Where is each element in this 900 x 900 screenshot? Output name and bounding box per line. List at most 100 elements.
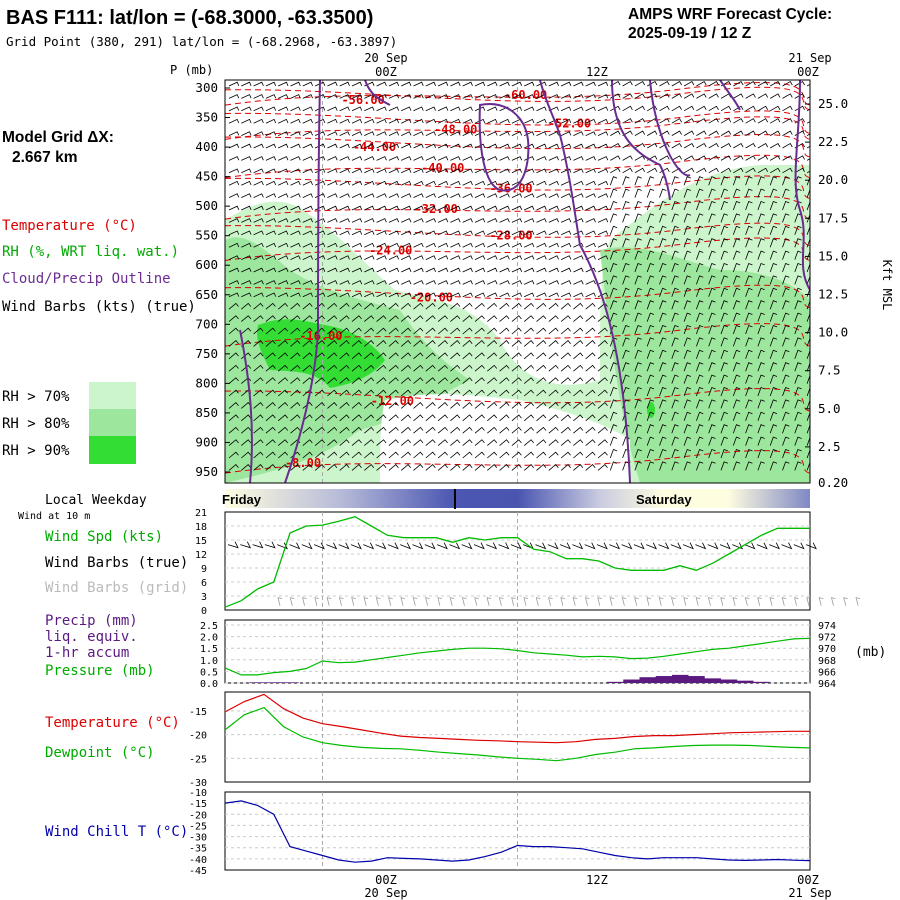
wind-barb <box>413 352 424 360</box>
wind-barb <box>511 389 522 397</box>
wind-barb <box>646 213 655 223</box>
wind-barb <box>474 352 485 360</box>
wind-barb <box>302 180 313 186</box>
wind-barb <box>413 168 424 174</box>
wind-barb <box>634 213 642 223</box>
wind-barb <box>499 327 510 335</box>
wind-barb <box>302 414 313 422</box>
windchill-tick-label: -15 <box>189 799 207 810</box>
wind-barb <box>376 377 387 384</box>
wind-barb <box>573 81 584 87</box>
wind-barb <box>732 250 741 260</box>
wind-barb <box>339 302 350 310</box>
wind-barb <box>450 218 461 223</box>
wind-barb <box>253 439 264 446</box>
wind-barb <box>597 389 608 397</box>
wind-barb <box>437 267 449 273</box>
wind-barb <box>462 389 473 397</box>
wind-barb <box>425 218 436 223</box>
wind-barb <box>511 131 523 136</box>
wind-barb <box>671 275 679 285</box>
wind-barb <box>720 118 732 124</box>
wind-barb-field <box>228 80 810 471</box>
wind-barb <box>241 106 252 112</box>
wind-barb <box>511 280 523 285</box>
wind-barb <box>745 324 753 335</box>
wind-barb <box>351 402 362 409</box>
wind-barb <box>696 225 704 235</box>
wind-barb <box>560 414 571 422</box>
wind-barb <box>523 302 535 310</box>
wind-barb <box>388 131 400 136</box>
wind-barb <box>499 168 510 174</box>
wind-barb <box>487 389 498 397</box>
wind-barb <box>536 464 547 471</box>
wind-barb <box>425 168 436 174</box>
wind-barb <box>646 349 655 359</box>
surface-wind-barb-true <box>277 542 289 550</box>
wind-barb <box>376 315 387 322</box>
wind-barb <box>573 340 584 347</box>
wind-barb <box>560 267 572 273</box>
wind-barb <box>302 280 313 285</box>
wind-barb <box>278 180 289 186</box>
wind-barb <box>696 312 704 322</box>
wind-barb <box>474 389 485 397</box>
wind-barb <box>609 362 618 372</box>
wind-barb <box>364 340 375 347</box>
precip-bar <box>282 682 299 683</box>
wind-barb <box>327 414 338 422</box>
wind-barb <box>560 302 571 310</box>
wind-barb <box>425 230 436 236</box>
wind-barb <box>228 280 240 285</box>
wind-barb <box>548 267 559 273</box>
wind-barb <box>499 267 510 273</box>
surface-wind-barb-true <box>732 542 744 550</box>
bottom-date-1: 20 Sep <box>364 886 407 900</box>
height-tick-label: 10.0 <box>818 325 848 340</box>
wind-barb <box>413 218 424 223</box>
wind-barb <box>634 275 642 285</box>
wind-barb <box>400 302 412 310</box>
wind-barb <box>437 143 449 149</box>
wind-barb <box>806 312 810 322</box>
wind-barb <box>327 280 338 285</box>
label-precip-accum: 1-hr accum <box>45 645 129 661</box>
wind-barb <box>671 130 682 136</box>
wind-barb <box>253 340 264 347</box>
wind-barb <box>523 426 535 434</box>
wind-barb <box>536 131 547 136</box>
wind-barb <box>782 142 793 149</box>
wind-barb <box>573 94 584 99</box>
wind-barb <box>241 451 252 459</box>
wind-barb <box>376 81 387 87</box>
wind-barb <box>782 200 790 211</box>
wind-barb <box>450 242 461 248</box>
wind-barb <box>339 377 350 384</box>
wind-barb <box>253 205 264 211</box>
wind-barb <box>351 352 362 360</box>
wind-barb <box>474 255 486 260</box>
wind-barb <box>732 275 741 285</box>
temperature-contour-label: -44.00 <box>353 140 396 154</box>
wind-barb <box>683 93 695 99</box>
wind-barb <box>302 426 313 434</box>
wind-barb <box>413 377 424 384</box>
surface-wind-barb-true <box>547 542 559 550</box>
wind-barb <box>696 411 704 421</box>
wind-barb <box>474 180 486 186</box>
wind-barb <box>659 142 670 149</box>
wind-barb <box>671 448 679 459</box>
height-tick-label: 12.5 <box>818 287 848 302</box>
wind-barb <box>339 118 350 124</box>
wind-barb <box>523 464 535 471</box>
cross-section-panel: -56.00 -60.00-52.00-48.00-44.00-40.00-36.… <box>195 79 848 490</box>
wind-barb <box>241 464 252 471</box>
wind-barb <box>757 386 765 397</box>
precip-bar <box>672 674 689 683</box>
cloud-outline-1 <box>284 80 321 483</box>
precip-bar <box>655 676 673 683</box>
wind-barb <box>683 448 692 459</box>
wind-barb <box>757 262 765 273</box>
